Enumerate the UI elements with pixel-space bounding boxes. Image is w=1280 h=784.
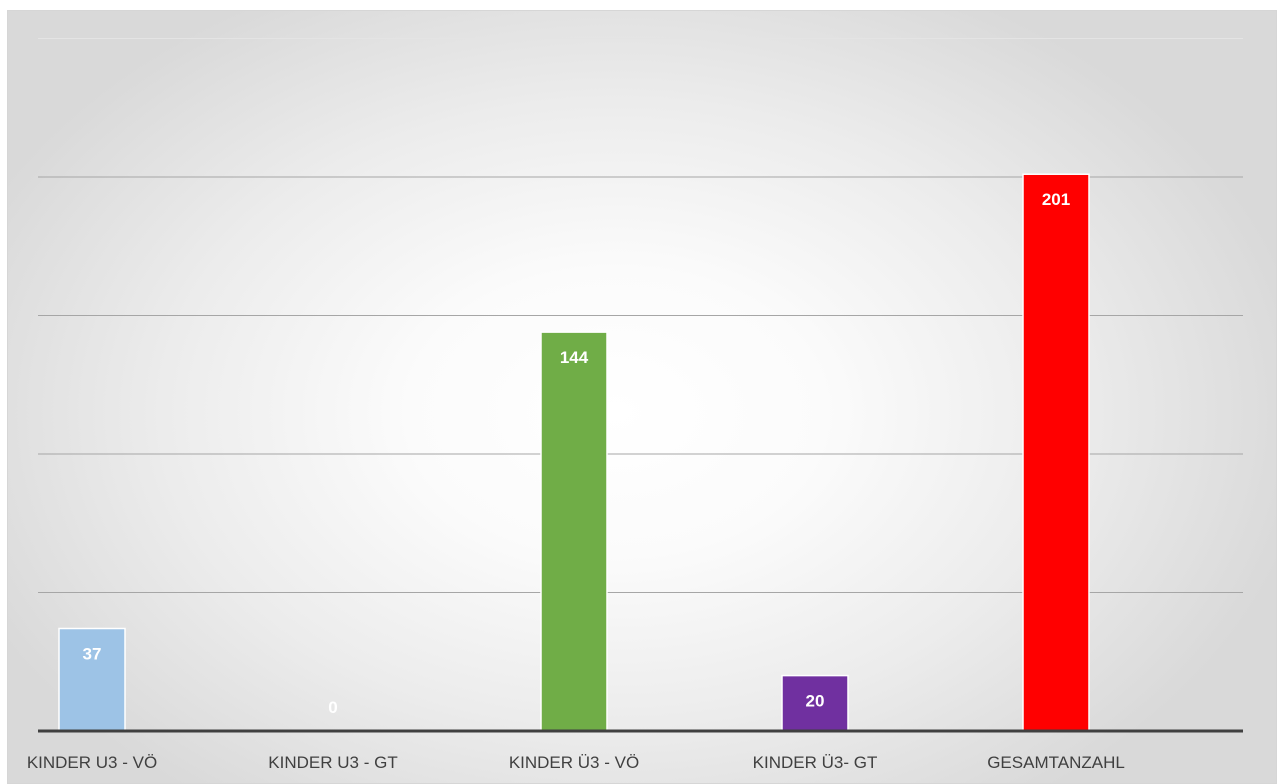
x-tick-label: KINDER Ü3- GT [753,753,878,772]
x-tick-label: KINDER U3 - VÖ [27,753,157,772]
data-label: 37 [83,645,102,664]
data-label: 20 [806,692,825,711]
x-tick-label: KINDER Ü3 - VÖ [509,753,639,772]
data-label: 201 [1042,190,1070,209]
data-label: 0 [328,698,337,717]
x-tick-label: GESAMTANZAHL [987,753,1125,772]
bar [540,331,608,732]
data-label: 144 [560,348,589,367]
bar [1022,173,1090,732]
x-tick-label: KINDER U3 - GT [268,753,397,772]
bar [781,674,849,732]
